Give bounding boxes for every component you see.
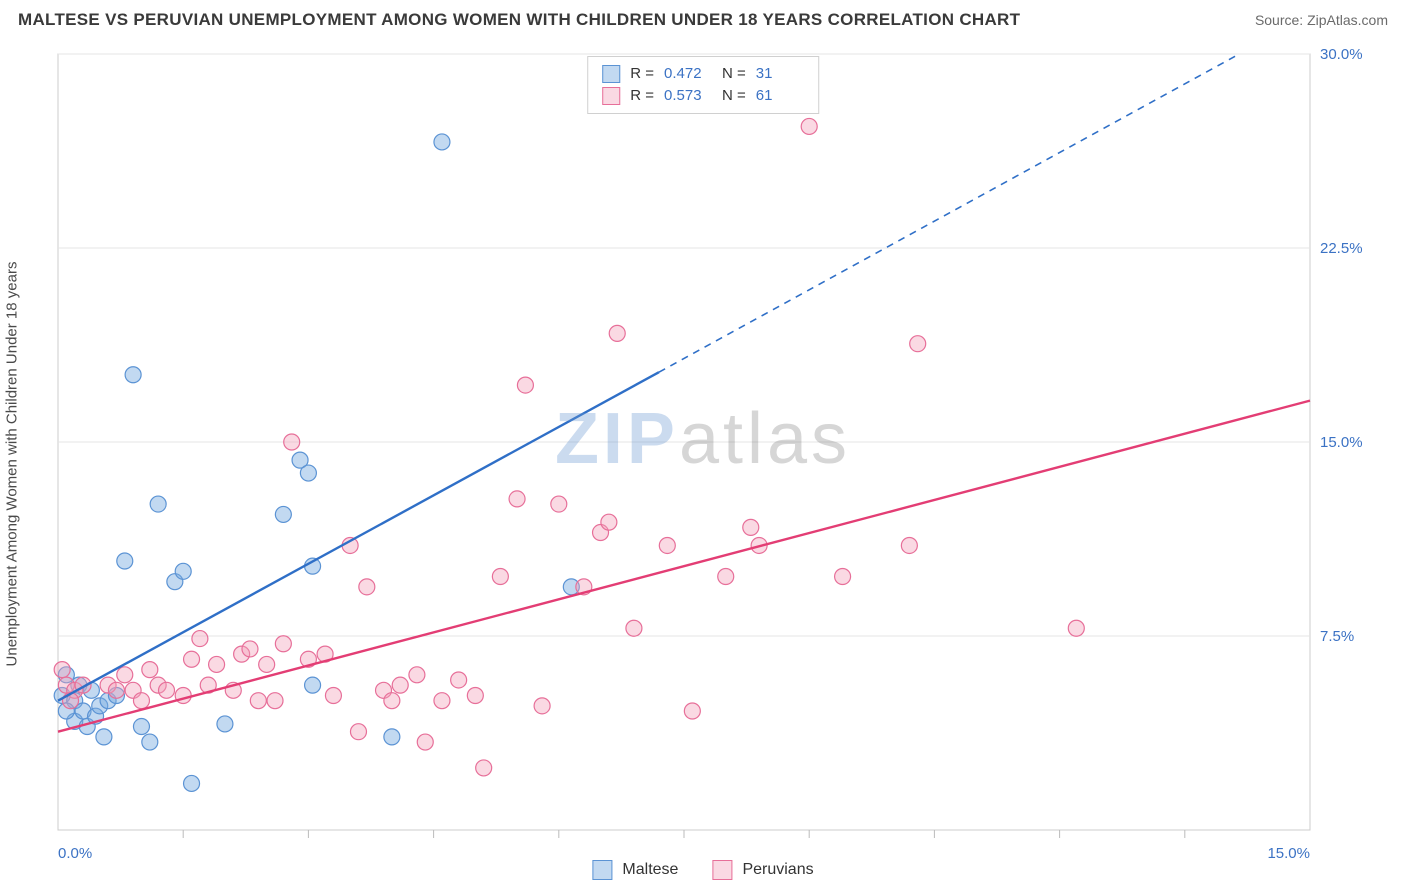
data-point xyxy=(718,569,734,585)
data-point xyxy=(192,631,208,647)
legend-series-item: Peruvians xyxy=(712,860,813,880)
y-axis-label: Unemployment Among Women with Children U… xyxy=(4,262,21,667)
data-point xyxy=(242,641,258,657)
data-point xyxy=(409,667,425,683)
data-point xyxy=(476,760,492,776)
y-tick-label: 30.0% xyxy=(1320,48,1363,63)
legend-r-value: 0.472 xyxy=(664,63,712,85)
legend-swatch xyxy=(602,87,620,105)
legend-swatch xyxy=(592,860,612,880)
data-point xyxy=(684,703,700,719)
data-point xyxy=(350,724,366,740)
legend-n-value: 31 xyxy=(756,63,804,85)
legend-series-label: Peruvians xyxy=(742,861,813,879)
data-point xyxy=(150,496,166,512)
chart-source: Source: ZipAtlas.com xyxy=(1255,12,1388,28)
legend-series: Maltese Peruvians xyxy=(592,860,813,880)
data-point xyxy=(117,667,133,683)
data-point xyxy=(492,569,508,585)
x-tick-label: 15.0% xyxy=(1267,845,1310,862)
data-point xyxy=(467,687,483,703)
data-point xyxy=(626,620,642,636)
data-point xyxy=(142,662,158,678)
legend-n-value: 61 xyxy=(756,85,804,107)
data-point xyxy=(96,729,112,745)
data-point xyxy=(601,514,617,530)
data-point xyxy=(325,687,341,703)
data-point xyxy=(184,651,200,667)
data-point xyxy=(159,682,175,698)
data-point xyxy=(901,537,917,553)
legend-r-label: R = xyxy=(630,85,654,107)
y-tick-label: 7.5% xyxy=(1320,628,1354,645)
data-point xyxy=(300,465,316,481)
legend-series-item: Maltese xyxy=(592,860,678,880)
data-point xyxy=(250,693,266,709)
data-point xyxy=(551,496,567,512)
data-point xyxy=(267,693,283,709)
data-point xyxy=(108,682,124,698)
data-point xyxy=(910,336,926,352)
data-point xyxy=(384,693,400,709)
legend-r-value: 0.573 xyxy=(664,85,712,107)
legend-stat-row: R = 0.472 N = 31 xyxy=(602,63,804,85)
data-point xyxy=(275,636,291,652)
data-point xyxy=(417,734,433,750)
data-point xyxy=(534,698,550,714)
chart-title: MALTESE VS PERUVIAN UNEMPLOYMENT AMONG W… xyxy=(18,10,1020,30)
data-point xyxy=(284,434,300,450)
legend-series-label: Maltese xyxy=(622,861,678,879)
y-tick-label: 15.0% xyxy=(1320,434,1363,451)
data-point xyxy=(835,569,851,585)
data-point xyxy=(275,506,291,522)
data-point xyxy=(142,734,158,750)
data-point xyxy=(434,134,450,150)
data-point xyxy=(54,662,70,678)
data-point xyxy=(359,579,375,595)
data-point xyxy=(305,677,321,693)
data-point xyxy=(509,491,525,507)
scatter-chart: 7.5% 15.0% 22.5% 30.0% 0.0% 15.0% xyxy=(18,48,1388,880)
data-point xyxy=(384,729,400,745)
data-point xyxy=(133,693,149,709)
data-point xyxy=(659,537,675,553)
legend-swatch xyxy=(712,860,732,880)
x-tick-label: 0.0% xyxy=(58,845,92,862)
data-point xyxy=(184,775,200,791)
data-point xyxy=(117,553,133,569)
data-point xyxy=(1068,620,1084,636)
data-point xyxy=(743,519,759,535)
legend-n-label: N = xyxy=(722,63,746,85)
data-point xyxy=(133,719,149,735)
data-point xyxy=(517,377,533,393)
data-point xyxy=(609,325,625,341)
legend-n-label: N = xyxy=(722,85,746,107)
data-point xyxy=(125,367,141,383)
legend-stats: R = 0.472 N = 31 R = 0.573 N = 61 xyxy=(587,56,819,114)
legend-r-label: R = xyxy=(630,63,654,85)
chart-area: Unemployment Among Women with Children U… xyxy=(18,48,1388,880)
data-point xyxy=(451,672,467,688)
data-point xyxy=(209,656,225,672)
legend-stat-row: R = 0.573 N = 61 xyxy=(602,85,804,107)
data-point xyxy=(392,677,408,693)
legend-swatch xyxy=(602,65,620,83)
y-tick-label: 22.5% xyxy=(1320,240,1363,257)
data-point xyxy=(801,118,817,134)
data-point xyxy=(259,656,275,672)
data-point xyxy=(434,693,450,709)
data-point xyxy=(217,716,233,732)
data-point xyxy=(175,563,191,579)
